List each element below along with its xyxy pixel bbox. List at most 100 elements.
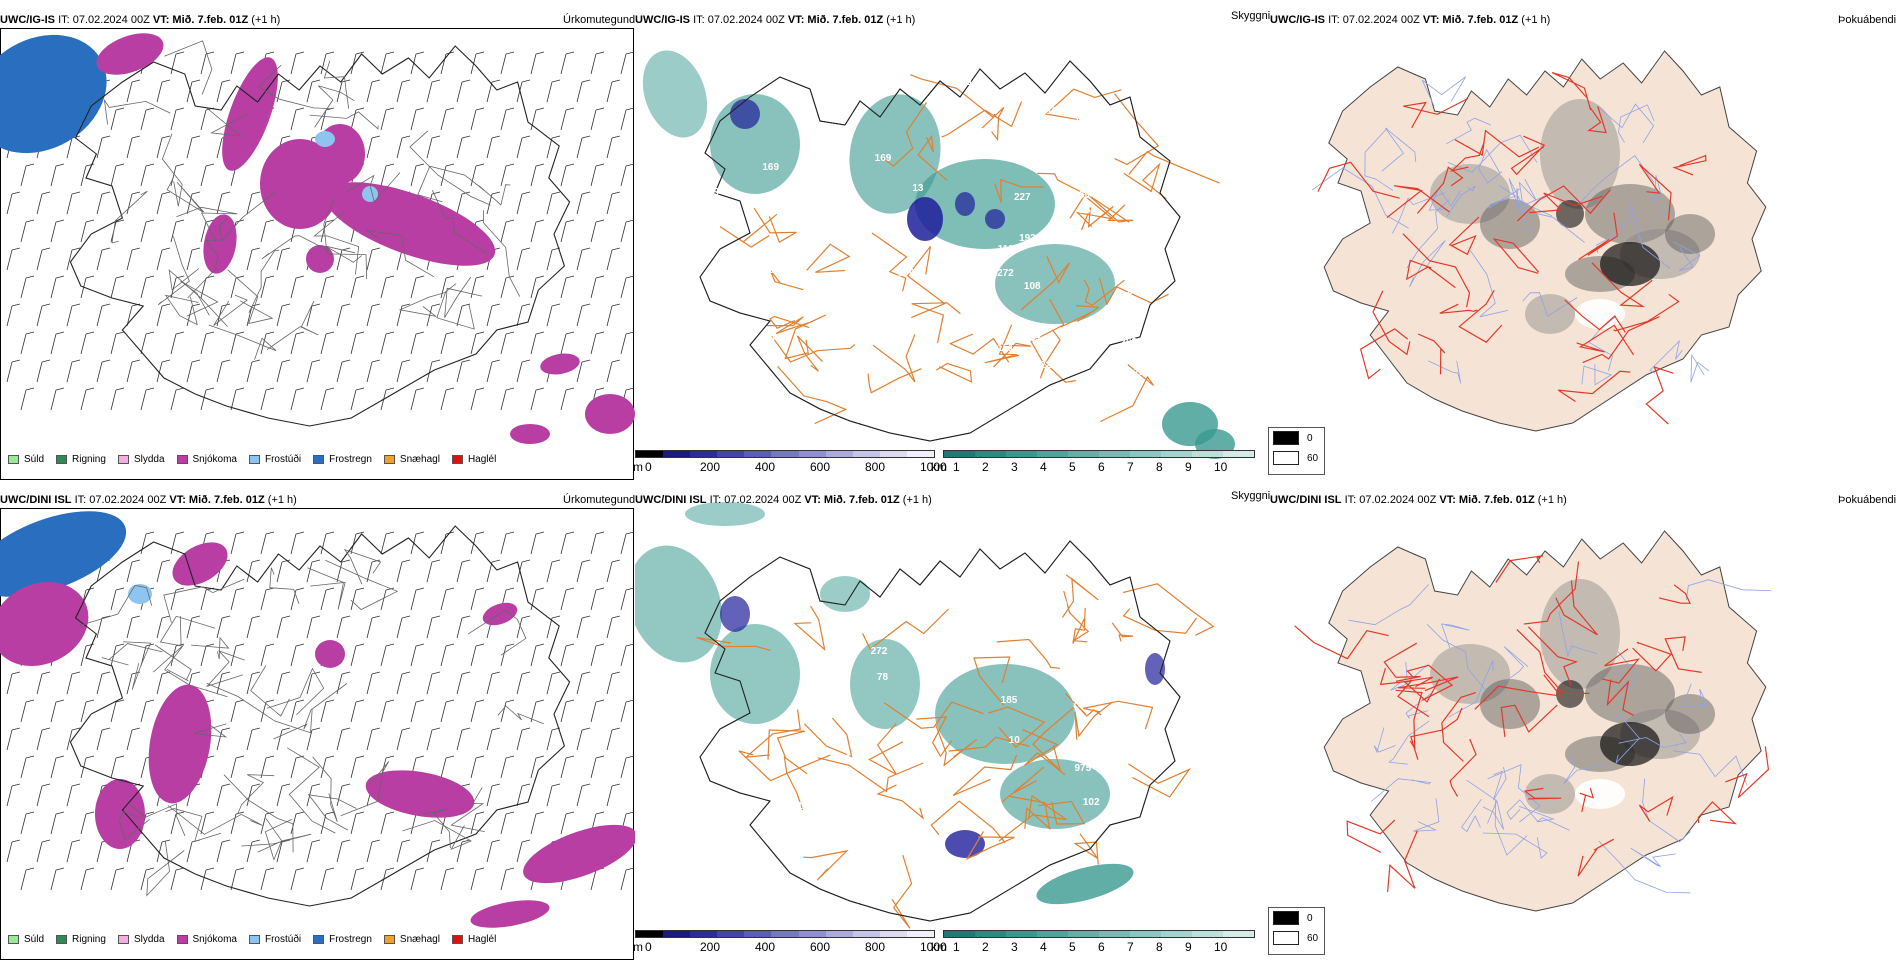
- visibility-tick: 1: [953, 940, 960, 954]
- legend-item: Frostúði: [248, 934, 301, 945]
- visibility-value: 71: [1097, 371, 1109, 383]
- legend-swatch: [248, 455, 260, 464]
- panel-header: UWC/IG-IS IT: 07.02.2024 00Z VT: Mið. 7.…: [635, 14, 915, 26]
- visibility-map: [635, 502, 1215, 929]
- visibility-tick: 1: [953, 460, 960, 474]
- fog-legend-item: 60: [1269, 928, 1324, 948]
- fog-swatch: [1273, 911, 1299, 925]
- visibility-value: 10: [1008, 734, 1020, 746]
- legend-swatch: [56, 455, 68, 464]
- visibility-value: 102: [1082, 797, 1100, 809]
- height-unit: m: [633, 940, 643, 954]
- panel-title: Skyggni: [1231, 490, 1271, 502]
- visibility-value: 22: [1040, 360, 1052, 372]
- model-name: UWC/DINI ISL: [635, 494, 707, 506]
- panel-title: Þokuábendi: [1838, 494, 1897, 506]
- panel-header: UWC/IG-IS IT: 07.02.2024 00Z VT: Mið. 7.…: [0, 14, 280, 26]
- valid-time: VT: Mið. 7.feb. 01Z: [804, 494, 900, 506]
- fog-panel: UWC/DINI ISL IT: 07.02.2024 00Z VT: Mið.…: [1268, 494, 1900, 964]
- precip-legend: Súld Rigning Slydda Snjókoma Frostúði Frostre…: [8, 454, 508, 465]
- height-tick: 800: [865, 460, 886, 474]
- visibility-value: 169: [874, 153, 892, 165]
- height-tick: 800: [865, 940, 886, 954]
- height-tick: 200: [700, 460, 721, 474]
- legend-label: Snjókoma: [192, 934, 237, 945]
- visibility-value: 191: [1046, 105, 1064, 117]
- model-row: UWC/IG-IS IT: 07.02.2024 00Z VT: Mið. 7.…: [0, 10, 1900, 484]
- fog-legend-item: 60: [1269, 448, 1324, 468]
- legend-swatch: [117, 935, 129, 944]
- height-tick: 0: [645, 940, 652, 954]
- model-name: UWC/IG-IS: [0, 14, 55, 26]
- fog-swatch: [1273, 431, 1299, 445]
- legend-item: Súld: [8, 934, 44, 945]
- visibility-tick: 10: [1214, 460, 1228, 474]
- visibility-value: 112: [840, 752, 857, 764]
- panel-header: UWC/DINI ISL IT: 07.02.2024 00Z VT: Mið.…: [1270, 494, 1567, 506]
- visibility-value: 169: [762, 162, 780, 174]
- valid-time: VT: Mið. 7.feb. 01Z: [787, 14, 884, 26]
- legend-item: Snjókoma: [176, 454, 237, 465]
- fog-swatch: [1273, 451, 1299, 465]
- visibility-value: 104: [1060, 193, 1078, 205]
- visibility-panel: UWC/IG-IS IT: 07.02.2024 00Z VT: Mið. 7.…: [633, 10, 1270, 484]
- panel-title: Skyggni: [1231, 10, 1271, 22]
- legend-item: Frostregn: [313, 934, 372, 945]
- lead-time: (+1 h): [886, 14, 916, 26]
- visibility-panel: UWC/DINI ISL IT: 07.02.2024 00Z VT: Mið.…: [633, 490, 1270, 964]
- visibility-tick: 3: [1011, 940, 1018, 954]
- visibility-value: 272: [997, 268, 1014, 280]
- height-colorbar: [635, 450, 935, 458]
- visibility-value: 975: [1074, 763, 1092, 775]
- fog-map: [1294, 530, 1772, 912]
- init-time: IT: 07.02.2024 00Z: [58, 14, 150, 26]
- legend-label: Slydda: [133, 454, 165, 465]
- height-colorbar: [635, 930, 935, 938]
- legend-label: Súld: [24, 934, 45, 945]
- model-name: UWC/DINI ISL: [0, 494, 72, 506]
- valid-time: VT: Mið. 7.feb. 01Z: [1422, 14, 1519, 26]
- visibility-value: 14: [698, 228, 710, 240]
- visibility-value: 80: [994, 611, 1006, 623]
- fog-value: 0: [1307, 432, 1313, 444]
- init-time: IT: 07.02.2024 00Z: [1328, 14, 1420, 26]
- visibility-scale: km 1 2 3 4 5 6 7 8 9 10: [931, 930, 1263, 960]
- visibility-colorbar: [943, 450, 1255, 458]
- legend-swatch: [383, 455, 395, 464]
- visibility-tick: 4: [1040, 460, 1047, 474]
- visibility-tick: 3: [1011, 460, 1018, 474]
- visibility-tick: 5: [1069, 460, 1076, 474]
- visibility-tick: 8: [1156, 460, 1163, 474]
- legend-swatch: [313, 935, 325, 944]
- lead-time: (+1 h): [267, 494, 297, 506]
- height-tick: 600: [810, 460, 831, 474]
- legend-item: Haglél: [451, 454, 496, 465]
- visibility-value: 12: [704, 278, 716, 290]
- init-time: IT: 07.02.2024 00Z: [693, 14, 785, 26]
- model-name: UWC/DINI ISL: [1270, 494, 1342, 506]
- visibility-value: 92: [827, 777, 840, 789]
- legend-label: Slydda: [133, 934, 165, 945]
- visibility-value: 262: [1120, 336, 1138, 348]
- legend-label: Frostregn: [329, 934, 372, 945]
- visibility-value: 89: [961, 608, 973, 620]
- visibility-unit: km: [931, 940, 947, 954]
- visibility-value: 13: [912, 182, 924, 194]
- visibility-value: 193: [1019, 233, 1036, 245]
- visibility-value: 227: [1013, 191, 1031, 203]
- precip-type-panel: UWC/DINI ISL IT: 07.02.2024 00Z VT: Mið.…: [0, 494, 635, 964]
- valid-time: VT: Mið. 7.feb. 01Z: [1439, 494, 1535, 506]
- model-row: UWC/DINI ISL IT: 07.02.2024 00Z VT: Mið.…: [0, 490, 1900, 964]
- fog-panel: UWC/IG-IS IT: 07.02.2024 00Z VT: Mið. 7.…: [1268, 14, 1900, 484]
- visibility-value: 414: [739, 262, 757, 274]
- legend-item: Slydda: [117, 934, 165, 945]
- panel-header: UWC/DINI ISL IT: 07.02.2024 00Z VT: Mið.…: [0, 494, 297, 506]
- visibility-value: 580: [1050, 598, 1068, 610]
- legend-swatch: [8, 935, 19, 944]
- legend-item: Frostregn: [313, 454, 372, 465]
- fog-value: 0: [1307, 912, 1313, 924]
- visibility-value: 930: [1113, 301, 1130, 313]
- height-tick: 1000: [920, 460, 947, 474]
- visibility-value: 185: [1000, 694, 1018, 706]
- lead-time: (+1 h): [251, 14, 281, 26]
